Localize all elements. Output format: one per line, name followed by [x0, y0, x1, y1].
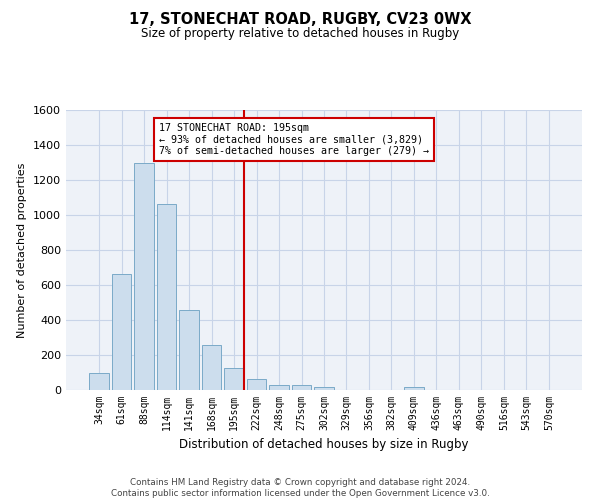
Text: 17 STONECHAT ROAD: 195sqm
← 93% of detached houses are smaller (3,829)
7% of sem: 17 STONECHAT ROAD: 195sqm ← 93% of detac…	[159, 122, 429, 156]
Bar	[292, 385, 311, 390]
Bar	[269, 385, 289, 390]
Bar	[134, 164, 154, 390]
Bar	[89, 374, 109, 390]
Text: 17, STONECHAT ROAD, RUGBY, CV23 0WX: 17, STONECHAT ROAD, RUGBY, CV23 0WX	[129, 12, 471, 28]
Bar	[224, 368, 244, 390]
Bar	[157, 204, 176, 390]
Bar	[202, 344, 221, 390]
Text: Contains HM Land Registry data © Crown copyright and database right 2024.
Contai: Contains HM Land Registry data © Crown c…	[110, 478, 490, 498]
Bar	[112, 274, 131, 390]
X-axis label: Distribution of detached houses by size in Rugby: Distribution of detached houses by size …	[179, 438, 469, 452]
Bar	[247, 378, 266, 390]
Bar	[404, 388, 424, 390]
Text: Size of property relative to detached houses in Rugby: Size of property relative to detached ho…	[141, 28, 459, 40]
Bar	[314, 386, 334, 390]
Y-axis label: Number of detached properties: Number of detached properties	[17, 162, 28, 338]
Bar	[179, 310, 199, 390]
